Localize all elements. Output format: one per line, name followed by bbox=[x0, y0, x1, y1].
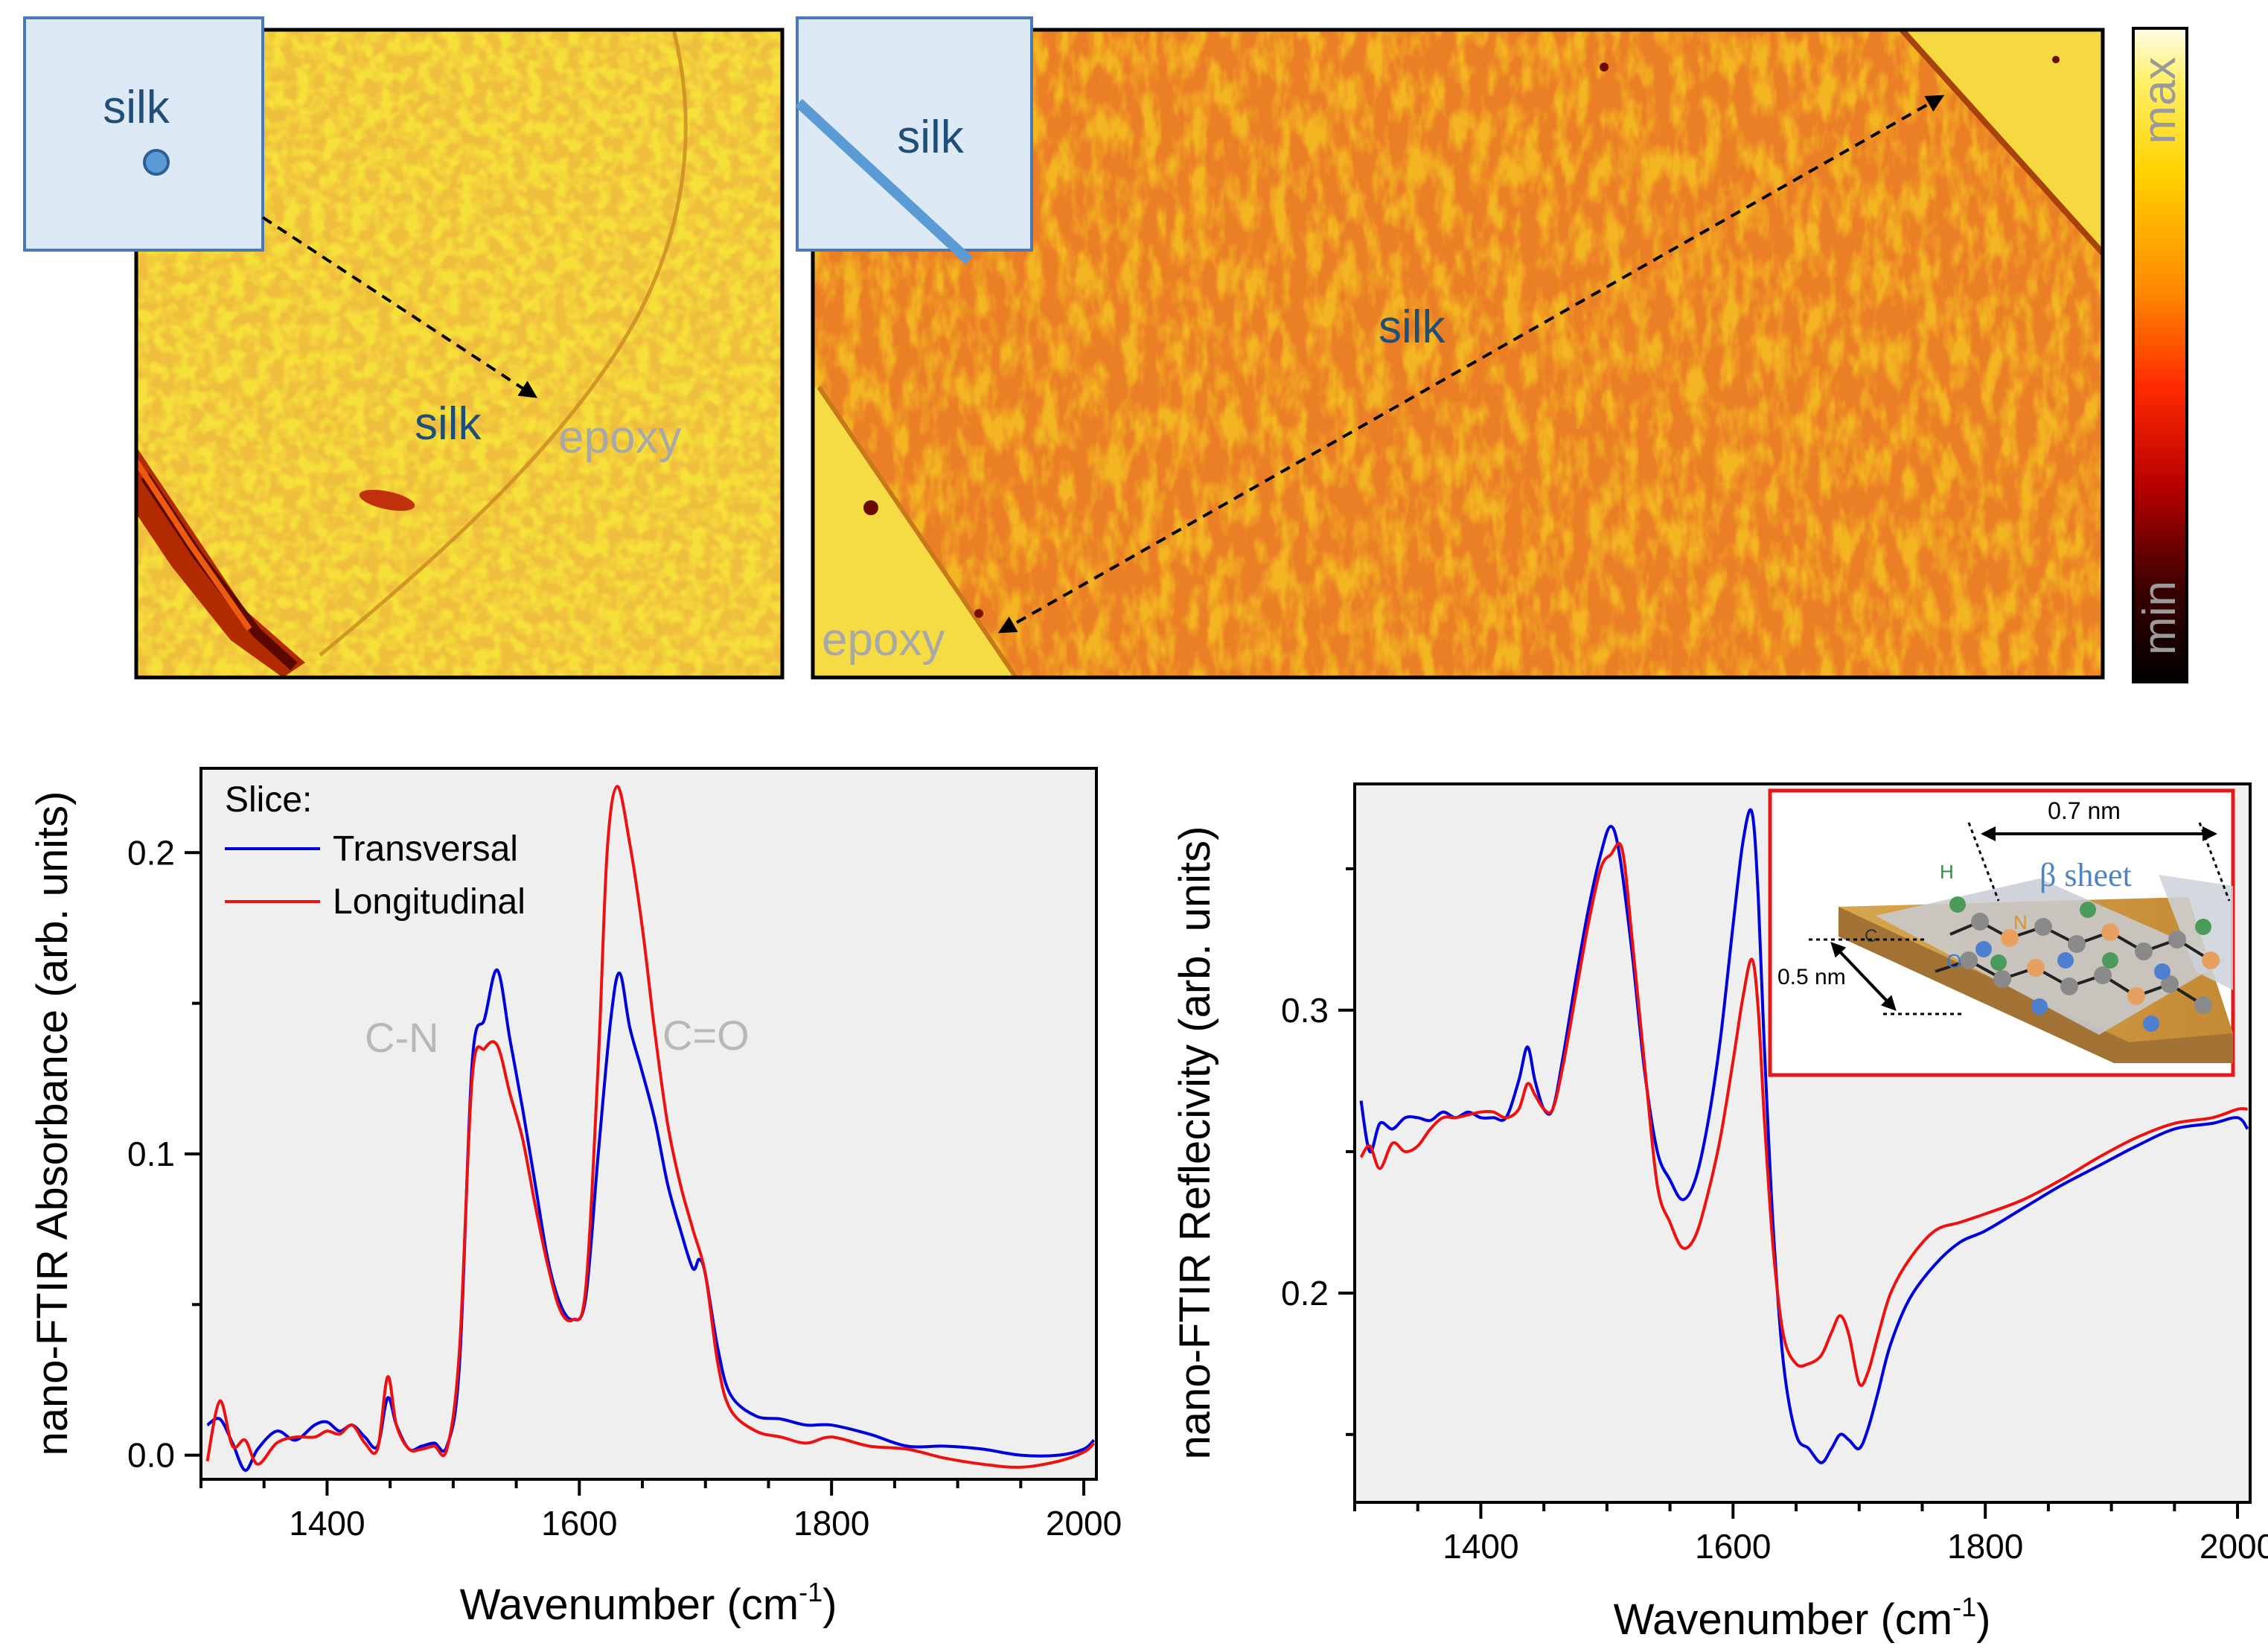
absorbance-x-label-main: Wavenumber (cm bbox=[460, 1581, 799, 1629]
absorbance-ticks: 1400 1600 1800 2000 0.0 0.1 0.2 bbox=[127, 833, 1122, 1543]
colorbar: max min bbox=[2132, 27, 2188, 683]
legend-label-transversal: Transversal bbox=[333, 829, 518, 869]
inset-05nm-label: 0.5 nm bbox=[1777, 965, 1846, 989]
absorbance-legend: Slice: Transversal Longitudinal bbox=[225, 780, 526, 922]
right-map-frame bbox=[811, 28, 2105, 680]
reflectivity-lines bbox=[1359, 808, 2249, 1464]
left-inset-silk-label: silk bbox=[103, 82, 170, 133]
absorbance-x-axis-label: Wavenumber (cm-1) bbox=[460, 1577, 837, 1629]
reflectivity-chart: 1400 1600 1800 2000 0.2 0.3 nano-FTIR Refleci… bbox=[1171, 782, 2268, 1644]
left-map-silk-label: silk bbox=[415, 398, 482, 450]
legend-title: Slice: bbox=[225, 780, 312, 820]
absorbance-x-tick-label-2000: 2000 bbox=[1046, 1504, 1122, 1543]
annotation-c-o: C=O bbox=[662, 1012, 750, 1059]
absorbance-series-longitudinal bbox=[205, 785, 1096, 1469]
reflectivity-ticks: 1400 1600 1800 2000 0.2 0.3 bbox=[1281, 867, 2268, 1566]
right-inset-schematic: silk bbox=[795, 16, 1033, 265]
absorbance-x-label-close: ) bbox=[822, 1581, 837, 1629]
absorbance-x-tick-label-1600: 1600 bbox=[541, 1504, 617, 1543]
absorbance-chart: 1400 1600 1800 2000 0.0 0.1 0.2 nano-FTIR Abso… bbox=[28, 767, 1122, 1629]
beta-sheet-inset: β sheet H N O C 0.7 nm 0.5 nm bbox=[1768, 788, 2235, 1077]
colorbar-min-label: min bbox=[2134, 581, 2185, 655]
longitudinal-fiber-line bbox=[795, 98, 973, 265]
left-scan-arrow bbox=[261, 216, 538, 398]
inset-atom-o: O bbox=[1946, 950, 1961, 972]
inset-atom-n: N bbox=[2013, 911, 2028, 934]
inset-atom-h: H bbox=[1940, 861, 1954, 883]
reflectivity-y-tick-label-0.3: 0.3 bbox=[1281, 991, 1329, 1030]
absorbance-y-axis-label: nano-FTIR Absorbance (arb. units) bbox=[28, 791, 77, 1456]
absorbance-x-label-sup: -1 bbox=[799, 1577, 822, 1607]
left-inset-schematic: silk bbox=[23, 16, 264, 252]
reflectivity-y-axis-label: nano-FTIR Reflecivity (arb. units) bbox=[1171, 826, 1219, 1460]
annotation-c-n: C-N bbox=[365, 1014, 439, 1061]
absorbance-y-tick-label-0.1: 0.1 bbox=[127, 1135, 175, 1173]
left-map-frame bbox=[134, 28, 785, 680]
absorbance-plot-area bbox=[199, 767, 1098, 1481]
reflectivity-y-tick-label-0.2: 0.2 bbox=[1281, 1274, 1329, 1313]
legend-label-longitudinal: Longitudinal bbox=[333, 882, 526, 922]
reflectivity-series-longitudinal bbox=[1359, 841, 2248, 1388]
absorbance-x-tick-label-1800: 1800 bbox=[793, 1504, 869, 1543]
inset-05nm-arrow bbox=[1830, 942, 1897, 1011]
colorbar-max-label: max bbox=[2134, 57, 2185, 144]
reflectivity-x-tick-label-2000: 2000 bbox=[2200, 1527, 2268, 1566]
right-scan-arrow bbox=[997, 95, 1945, 634]
reflectivity-x-label-close: ) bbox=[1976, 1595, 1990, 1644]
reflectivity-series-transversal bbox=[1359, 808, 2249, 1464]
reflectivity-x-tick-label-1400: 1400 bbox=[1443, 1527, 1518, 1566]
absorbance-x-tick-label-1400: 1400 bbox=[289, 1504, 365, 1543]
reflectivity-x-label-sup: -1 bbox=[1952, 1592, 1976, 1622]
right-map-epoxy-label: epoxy bbox=[822, 614, 945, 666]
left-map-epoxy-label: epoxy bbox=[558, 412, 681, 463]
right-map-silk-label: silk bbox=[1379, 302, 1446, 353]
reflectivity-x-label-main: Wavenumber (cm bbox=[1614, 1595, 1953, 1644]
absorbance-lines bbox=[205, 785, 1096, 1472]
reflectivity-x-axis-label: Wavenumber (cm-1) bbox=[1614, 1592, 1991, 1644]
absorbance-y-tick-label-0.2: 0.2 bbox=[127, 833, 175, 872]
atoms bbox=[1949, 896, 2220, 1032]
reflectivity-x-tick-label-1600: 1600 bbox=[1695, 1527, 1771, 1566]
reflectivity-x-tick-label-1800: 1800 bbox=[1947, 1527, 2023, 1566]
inset-atom-c: C bbox=[1865, 926, 1877, 946]
cross-section-dot bbox=[143, 149, 170, 176]
absorbance-y-tick-label-0.0: 0.0 bbox=[127, 1436, 175, 1475]
inset-07nm-label: 0.7 nm bbox=[2048, 797, 2121, 824]
inset-beta-sheet-title: β sheet bbox=[2039, 857, 2132, 893]
right-inset-silk-label: silk bbox=[897, 112, 965, 163]
